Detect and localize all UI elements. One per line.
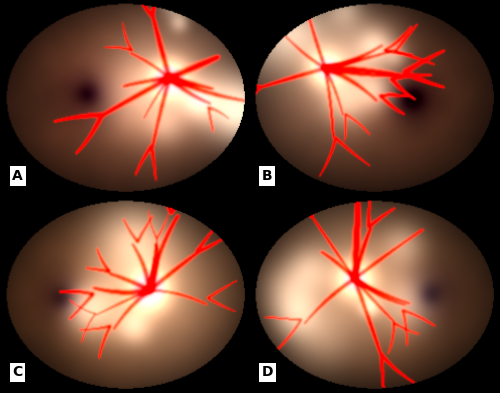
Text: A: A: [12, 169, 23, 183]
Text: B: B: [262, 169, 272, 183]
Text: D: D: [262, 365, 274, 380]
Text: C: C: [12, 365, 22, 380]
